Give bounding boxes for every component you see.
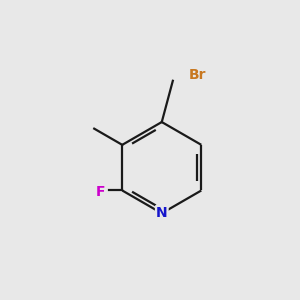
Text: N: N (156, 206, 168, 220)
Text: F: F (95, 185, 105, 199)
Text: Br: Br (189, 68, 206, 83)
